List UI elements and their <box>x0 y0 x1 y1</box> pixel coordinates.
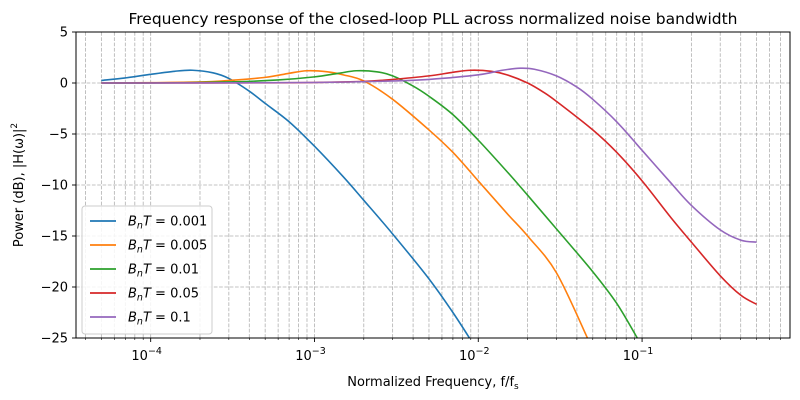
legend-label-4: BnT = 0.05 <box>128 287 199 304</box>
y-tick-label: −25 <box>41 332 68 347</box>
series-lines <box>101 67 757 338</box>
series-line-3 <box>101 69 639 338</box>
x-tick-label-exponent: −4 <box>148 346 162 357</box>
legend-label-1: BnT = 0.001 <box>128 215 207 232</box>
x-tick-label: 10−2 <box>459 346 490 364</box>
legend-label-3: BnT = 0.01 <box>128 263 199 280</box>
legend: BnT = 0.001 BnT = 0.005 BnT = 0.01 BnT = 0.… <box>81 205 213 335</box>
x-tick-label-exponent: −3 <box>312 346 326 357</box>
x-axis-label-main: Normalized Frequency, f/f <box>347 375 514 390</box>
y-tick-label: −5 <box>49 128 68 143</box>
y-tick-label: 5 <box>60 26 68 41</box>
y-axis-label-sup: 2 <box>10 123 20 129</box>
x-axis-label: Normalized Frequency, f/fs <box>347 375 519 392</box>
y-tick-label: −15 <box>41 230 68 245</box>
x-tick-label: 10−1 <box>623 346 654 364</box>
series-line-2 <box>101 69 589 338</box>
legend-label-5: BnT = 0.1 <box>128 311 191 328</box>
series-line-1 <box>101 69 471 338</box>
x-axis-label-sub: s <box>514 382 519 392</box>
legend-label-2: BnT = 0.005 <box>128 239 207 256</box>
legend-box <box>81 205 213 335</box>
x-tick-label-exponent: −2 <box>476 346 490 357</box>
y-tick-label: −10 <box>41 179 68 194</box>
y-tick-label: 0 <box>60 77 68 92</box>
x-tick-label-base: 10 <box>459 349 476 364</box>
x-tick-label-base: 10 <box>131 349 148 364</box>
y-tick-label: −20 <box>41 281 68 296</box>
x-tick-label-exponent: −1 <box>639 346 653 357</box>
chart-title: Frequency response of the closed-loop PL… <box>128 10 737 28</box>
x-tick-label: 10−4 <box>131 346 162 364</box>
x-tick-label: 10−3 <box>295 346 326 364</box>
y-axis-label-main: Power (dB), |H(ω)| <box>12 129 27 248</box>
series-line-5 <box>101 67 757 243</box>
y-axis-label: Power (dB), |H(ω)|2 <box>10 123 27 247</box>
x-tick-label-base: 10 <box>623 349 640 364</box>
x-tick-label-base: 10 <box>295 349 312 364</box>
